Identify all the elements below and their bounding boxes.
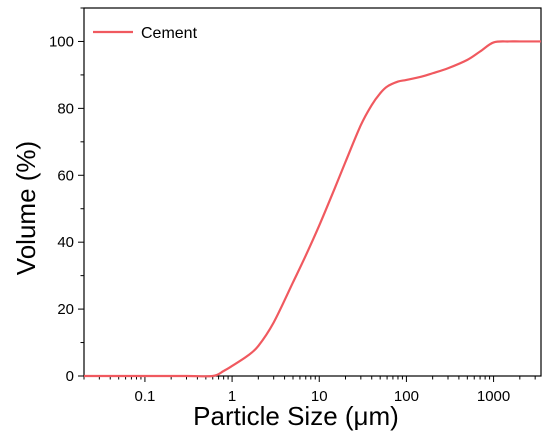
y-tick-label: 20 bbox=[57, 301, 74, 318]
x-tick-label: 100 bbox=[394, 388, 419, 405]
series-line-cement bbox=[84, 40, 541, 378]
y-tick-label: 80 bbox=[57, 100, 74, 117]
y-tick-label: 40 bbox=[57, 234, 74, 251]
x-tick-label: 0.1 bbox=[134, 388, 155, 405]
y-axis-ticks: 0 20 40 60 80 100 bbox=[49, 7, 84, 385]
x-axis-title: Particle Size (μm) bbox=[193, 401, 399, 431]
y-tick-label: 60 bbox=[57, 167, 74, 184]
x-axis-ticks: 0.1 1 10 100 1000 bbox=[83, 376, 536, 405]
series-layer bbox=[84, 40, 541, 378]
y-axis-title: Volume (%) bbox=[11, 141, 41, 275]
y-tick-label: 100 bbox=[49, 33, 74, 50]
legend-label-cement: Cement bbox=[141, 25, 198, 42]
x-tick-label: 1000 bbox=[477, 388, 510, 405]
x-tick-label: 10 bbox=[311, 388, 328, 405]
y-tick-label: 0 bbox=[66, 368, 74, 385]
x-tick-label: 1 bbox=[228, 388, 236, 405]
plot-frame bbox=[83, 7, 542, 377]
plot-area bbox=[83, 7, 542, 377]
legend: Cement bbox=[93, 25, 198, 42]
